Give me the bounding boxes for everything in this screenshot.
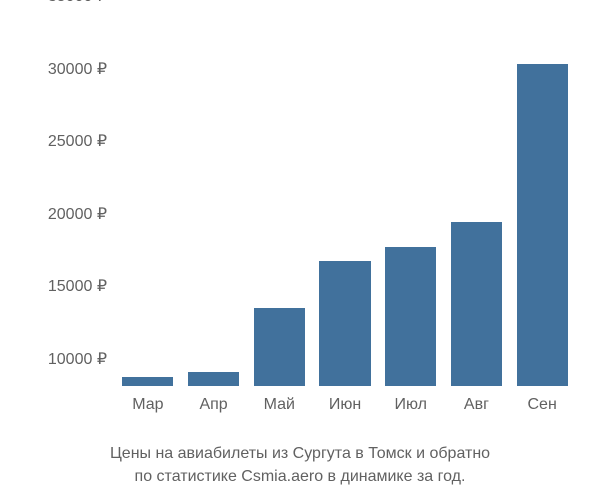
bar [517, 64, 568, 386]
plot-area: 10000 ₽15000 ₽20000 ₽25000 ₽30000 ₽35000… [115, 16, 575, 386]
y-tick-label: 30000 ₽ [48, 59, 107, 79]
y-tick-label: 10000 ₽ [48, 349, 107, 369]
caption-line-2: по статистике Csmia.aero в динамике за г… [135, 468, 466, 485]
bar [188, 372, 239, 387]
x-tick-label: Апр [199, 396, 227, 414]
x-tick-label: Сен [527, 396, 556, 414]
bar [451, 222, 502, 386]
x-tick-label: Июл [394, 396, 426, 414]
caption-line-1: Цены на авиабилеты из Сургута в Томск и … [110, 445, 490, 462]
bar [319, 261, 370, 386]
x-tick-label: Май [264, 396, 295, 414]
y-tick-label: 15000 ₽ [48, 276, 107, 296]
bar [254, 308, 305, 386]
bar [385, 247, 436, 386]
bar [122, 377, 173, 386]
chart-caption: Цены на авиабилеты из Сургута в Томск и … [0, 442, 600, 488]
y-tick-label: 20000 ₽ [48, 204, 107, 224]
y-tick-label: 25000 ₽ [48, 131, 107, 151]
x-tick-label: Авг [464, 396, 489, 414]
x-tick-label: Июн [329, 396, 361, 414]
x-tick-label: Мар [132, 396, 163, 414]
price-chart: 10000 ₽ 15000 ₽ 20000 ₽ 25000 ₽ 30000 ₽ 35000… [0, 0, 600, 500]
y-tick-label: 35000 ₽ [48, 0, 107, 6]
